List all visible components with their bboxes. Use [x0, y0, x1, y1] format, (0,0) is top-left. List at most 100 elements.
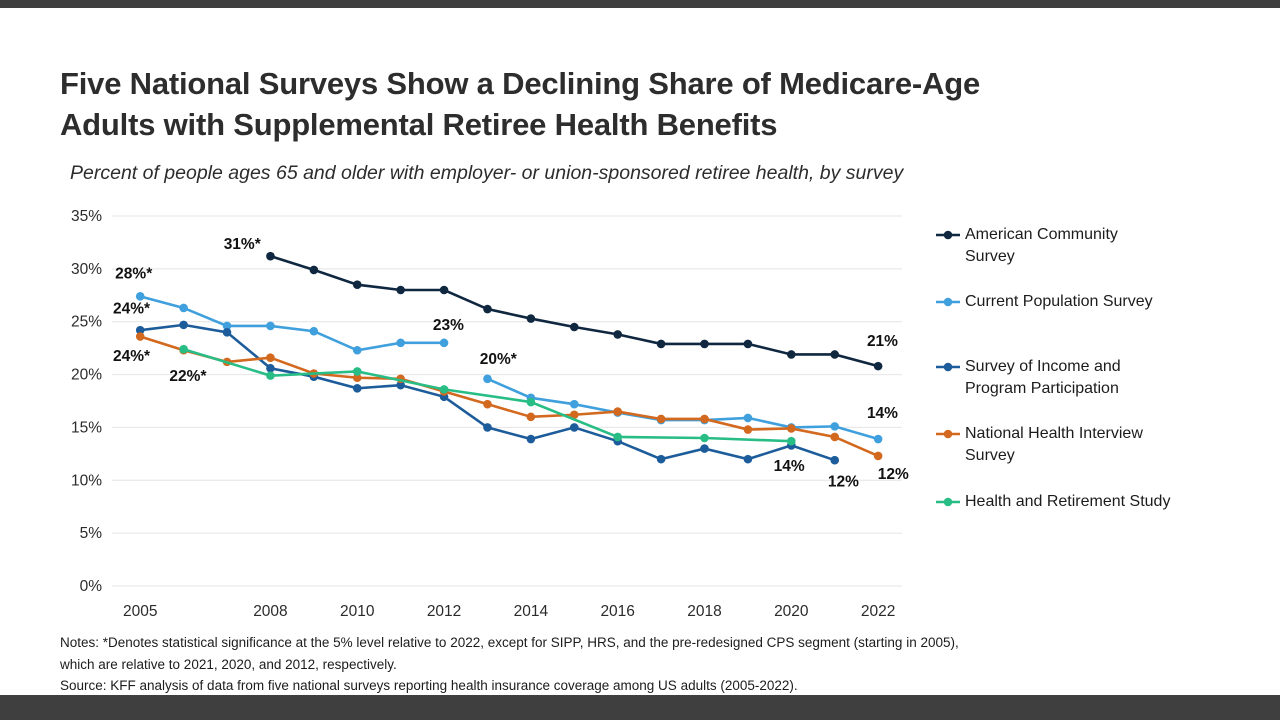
data-point — [179, 303, 188, 313]
x-tick-label: 2016 — [600, 603, 634, 620]
legend-item: Survey of Income and Program Participati… — [935, 356, 1121, 399]
data-point — [569, 322, 579, 332]
data-point — [309, 265, 319, 275]
chart-footnotes: Notes: *Denotes statistical significance… — [60, 632, 1240, 697]
data-point — [222, 327, 232, 337]
y-tick-label: 10% — [71, 472, 102, 489]
data-point — [526, 397, 536, 407]
data-point — [787, 350, 796, 359]
data-point — [569, 423, 579, 432]
x-tick-label: 2020 — [774, 603, 809, 620]
y-tick-label: 20% — [71, 367, 102, 384]
y-tick-label: 5% — [80, 525, 103, 542]
y-tick-label: 30% — [71, 261, 102, 278]
data-point — [222, 321, 232, 331]
data-point — [743, 339, 753, 349]
data-label: 24%* — [113, 300, 151, 317]
data-point — [873, 451, 883, 461]
legend-label: American Community Survey — [965, 226, 1118, 265]
data-label: 31%* — [224, 236, 262, 253]
legend-marker-icon — [936, 230, 960, 240]
data-label: 20%* — [480, 351, 518, 368]
legend-label: National Health Interview Survey — [965, 425, 1143, 464]
y-tick-label: 35% — [71, 208, 102, 225]
data-point — [179, 320, 188, 330]
data-point — [439, 285, 449, 295]
data-point — [483, 399, 492, 409]
y-tick-label: 0% — [80, 578, 103, 595]
chart-legend: American Community Survey Current Populat… — [935, 206, 1245, 546]
x-tick-label: 2018 — [687, 603, 721, 620]
data-point — [483, 304, 492, 314]
legend-item: American Community Survey — [935, 224, 1118, 267]
x-tick-label: 2012 — [427, 603, 461, 620]
data-point — [526, 434, 536, 444]
x-tick-label: 2005 — [123, 603, 157, 620]
legend-label: Current Population Survey — [965, 293, 1153, 310]
data-point — [873, 434, 883, 444]
series-line — [183, 347, 792, 443]
data-point — [743, 413, 753, 423]
data-point — [569, 410, 579, 420]
data-label: 12% — [828, 474, 859, 491]
x-tick-label: 2022 — [861, 603, 895, 620]
data-point — [830, 422, 840, 431]
data-point — [830, 350, 840, 359]
data-point — [743, 425, 753, 434]
notes-text: Notes: *Denotes statistical significance… — [60, 635, 959, 672]
data-point — [135, 325, 145, 335]
data-point — [483, 423, 492, 432]
legend-item: Current Population Survey — [935, 291, 1153, 313]
legend-label: Survey of Income and Program Participati… — [965, 358, 1121, 397]
data-point — [266, 251, 275, 261]
series-line — [139, 295, 445, 352]
data-point — [266, 371, 275, 380]
data-point — [526, 412, 536, 422]
x-tick-label: 2008 — [253, 603, 287, 620]
data-point — [873, 361, 883, 371]
data-point — [266, 353, 275, 362]
data-point — [396, 380, 405, 390]
legend-marker-icon — [936, 497, 960, 507]
chart-card: Five National Surveys Show a Declining S… — [0, 8, 1280, 695]
legend-item: National Health Interview Survey — [935, 423, 1143, 466]
data-point — [352, 367, 362, 376]
x-tick-label: 2014 — [514, 603, 549, 620]
data-point — [309, 326, 319, 336]
legend-item: Health and Retirement Study — [935, 491, 1170, 513]
data-point — [700, 339, 709, 349]
legend-label: Health and Retirement Study — [965, 493, 1171, 510]
data-label: 24%* — [113, 348, 151, 365]
legend-marker-icon — [936, 297, 960, 307]
line-chart-plot: 0% 5% 10% 15% 20% 25% 30% 35% 2005 2008 2010 2012 20… — [71, 208, 909, 620]
legend-marker-icon — [936, 429, 960, 439]
data-point — [830, 455, 840, 465]
data-point — [266, 363, 275, 373]
data-point — [352, 280, 362, 290]
y-tick-label: 25% — [71, 314, 102, 331]
data-point — [787, 436, 796, 446]
chart-title: Five National Surveys Show a Declining S… — [60, 66, 980, 142]
data-point — [135, 332, 145, 341]
data-point — [352, 373, 362, 383]
data-point — [179, 344, 188, 354]
data-point — [700, 433, 709, 443]
data-point — [787, 424, 796, 433]
x-tick-label: 2010 — [340, 603, 375, 620]
data-point — [656, 454, 666, 464]
data-point — [526, 314, 536, 323]
data-point — [352, 384, 362, 393]
series-line — [139, 335, 879, 458]
y-tick-label: 15% — [71, 419, 102, 436]
data-label: 14% — [774, 458, 805, 475]
data-point — [656, 414, 666, 424]
source-text: Source: KFF analysis of data from five n… — [60, 678, 798, 694]
data-point — [439, 338, 449, 348]
data-point — [396, 338, 405, 348]
data-point — [700, 444, 709, 453]
data-point — [613, 432, 622, 442]
data-point — [135, 292, 145, 301]
data-label: 14% — [867, 405, 898, 422]
data-point — [483, 374, 492, 384]
data-point — [396, 285, 405, 295]
